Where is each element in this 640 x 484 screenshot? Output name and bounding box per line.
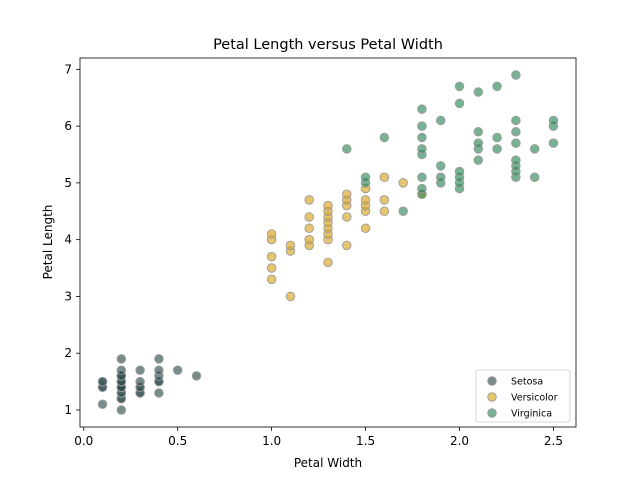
data-point-versicolor bbox=[342, 189, 352, 199]
data-point-versicolor bbox=[323, 257, 333, 268]
legend-label-setosa: Setosa bbox=[511, 377, 543, 388]
data-point-setosa bbox=[116, 354, 127, 364]
data-point-virginica bbox=[398, 206, 408, 217]
data-point-setosa bbox=[154, 365, 164, 375]
y-tick-label: 7 bbox=[64, 62, 72, 76]
data-point-virginica bbox=[360, 172, 371, 182]
data-point-virginica bbox=[511, 138, 521, 148]
legend-marker-virginica bbox=[487, 408, 497, 418]
data-point-versicolor bbox=[379, 206, 390, 217]
data-point-versicolor bbox=[285, 291, 296, 302]
legend-marker-versicolor bbox=[487, 392, 497, 402]
data-point-virginica bbox=[454, 166, 465, 177]
data-point-setosa bbox=[97, 376, 108, 387]
legend-marker-setosa bbox=[487, 376, 497, 386]
data-point-setosa bbox=[135, 365, 145, 375]
data-point-virginica bbox=[473, 87, 484, 97]
x-tick-label: 2.5 bbox=[544, 434, 563, 448]
data-point-virginica bbox=[473, 127, 484, 137]
data-point-virginica bbox=[417, 172, 427, 182]
chart-title: Petal Length versus Petal Width bbox=[213, 37, 443, 53]
y-tick-label: 3 bbox=[64, 289, 72, 303]
x-tick-label: 0.0 bbox=[74, 434, 93, 448]
points-layer bbox=[97, 70, 559, 415]
data-point-versicolor bbox=[379, 172, 390, 182]
data-point-versicolor bbox=[266, 274, 277, 285]
data-point-versicolor bbox=[342, 240, 352, 251]
data-point-virginica bbox=[417, 144, 427, 154]
data-point-setosa bbox=[154, 354, 164, 364]
legend-frame bbox=[475, 369, 571, 423]
data-point-versicolor bbox=[285, 240, 296, 251]
data-point-virginica bbox=[417, 132, 427, 143]
y-tick-label: 4 bbox=[64, 233, 72, 247]
data-point-versicolor bbox=[342, 212, 352, 222]
data-point-setosa bbox=[97, 399, 108, 410]
data-point-setosa bbox=[172, 365, 183, 375]
data-point-virginica bbox=[417, 104, 427, 114]
y-axis-title: Petal Length bbox=[41, 205, 55, 280]
legend-label-versicolor: Versicolor bbox=[511, 393, 558, 404]
data-point-virginica bbox=[548, 138, 559, 148]
data-point-virginica bbox=[435, 115, 446, 126]
x-tick-label: 2.0 bbox=[450, 434, 469, 448]
data-point-virginica bbox=[454, 81, 465, 92]
data-point-versicolor bbox=[398, 178, 408, 188]
data-point-virginica bbox=[492, 144, 502, 154]
data-point-virginica bbox=[417, 183, 427, 194]
data-point-versicolor bbox=[360, 223, 371, 234]
data-point-virginica bbox=[548, 115, 559, 126]
data-point-setosa bbox=[154, 388, 164, 398]
y-axis: 1 2 3 4 5 6 7 bbox=[64, 62, 80, 417]
data-point-virginica bbox=[492, 132, 502, 143]
data-point-virginica bbox=[473, 155, 484, 165]
data-point-virginica bbox=[529, 144, 540, 154]
data-point-virginica bbox=[511, 70, 521, 80]
plot-frame bbox=[79, 57, 577, 428]
data-point-versicolor bbox=[360, 195, 371, 205]
data-point-virginica bbox=[379, 132, 390, 143]
data-point-versicolor bbox=[304, 234, 314, 245]
legend: Setosa Versicolor Virginica bbox=[475, 369, 571, 423]
data-point-versicolor bbox=[323, 200, 333, 211]
data-point-versicolor bbox=[266, 263, 277, 273]
data-point-virginica bbox=[435, 161, 446, 171]
data-point-versicolor bbox=[304, 212, 314, 222]
y-tick-label: 5 bbox=[64, 176, 72, 190]
data-point-virginica bbox=[342, 144, 352, 154]
y-tick-label: 1 bbox=[64, 403, 72, 417]
data-point-versicolor bbox=[379, 195, 390, 205]
data-point-setosa bbox=[191, 371, 202, 381]
x-tick-label: 1.5 bbox=[356, 434, 375, 448]
y-tick-label: 6 bbox=[64, 119, 72, 133]
data-point-versicolor bbox=[304, 195, 314, 205]
data-point-virginica bbox=[529, 172, 540, 182]
data-point-virginica bbox=[454, 98, 465, 109]
x-axis-title: Petal Width bbox=[294, 456, 362, 470]
data-point-virginica bbox=[417, 121, 427, 131]
x-axis: 0.0 0.5 1.0 1.5 2.0 2.5 bbox=[74, 427, 563, 448]
data-point-setosa bbox=[116, 365, 127, 375]
y-tick-label: 2 bbox=[64, 346, 72, 360]
legend-label-virginica: Virginica bbox=[511, 409, 552, 420]
data-point-setosa bbox=[135, 376, 145, 387]
data-point-virginica bbox=[492, 81, 502, 92]
x-tick-label: 1.0 bbox=[262, 434, 281, 448]
data-point-virginica bbox=[435, 172, 446, 182]
data-point-virginica bbox=[511, 115, 521, 126]
data-point-virginica bbox=[473, 138, 484, 148]
data-point-virginica bbox=[511, 155, 521, 165]
data-point-virginica bbox=[511, 127, 521, 137]
data-point-setosa bbox=[116, 405, 127, 415]
x-tick-label: 0.5 bbox=[168, 434, 187, 448]
data-point-versicolor bbox=[266, 229, 277, 239]
data-point-versicolor bbox=[304, 223, 314, 234]
data-point-versicolor bbox=[266, 251, 277, 262]
